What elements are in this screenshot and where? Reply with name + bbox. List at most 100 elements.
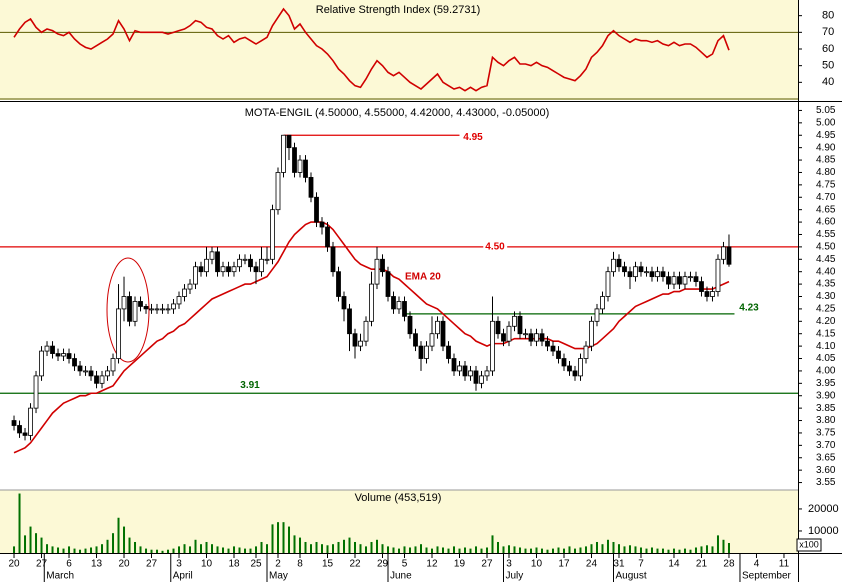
- volume-bar: [672, 548, 675, 553]
- x-tick-label: 20: [118, 559, 130, 570]
- volume-bar: [216, 546, 219, 553]
- volume-bar: [535, 547, 538, 553]
- candle-body: [550, 345, 556, 352]
- x-tick-label: 17: [558, 559, 570, 570]
- volume-bar: [79, 549, 82, 553]
- candle-body: [270, 209, 275, 260]
- y-tick-label: 60: [822, 43, 834, 55]
- candle-body: [336, 271, 341, 297]
- candle-body: [534, 333, 539, 342]
- volume-bar: [623, 546, 626, 553]
- volume-bar: [365, 546, 368, 553]
- volume-bar: [398, 548, 400, 553]
- candle-body: [264, 258, 270, 261]
- volume-bar: [332, 544, 335, 553]
- volume-bar: [546, 549, 549, 553]
- volume-bar: [205, 541, 208, 553]
- volume-bar: [562, 548, 565, 553]
- volume-bar: [700, 546, 703, 553]
- volume-bar: [348, 537, 351, 553]
- volume-bar: [117, 517, 120, 553]
- x-tick-label: 3: [176, 559, 182, 570]
- volume-bar: [436, 546, 439, 553]
- candle-body: [528, 333, 534, 342]
- candle-body: [583, 345, 589, 359]
- x-tick-label: 22: [349, 559, 361, 570]
- candle-body: [638, 266, 644, 273]
- candle-body: [633, 266, 638, 278]
- candle-body: [666, 276, 671, 285]
- volume-bar: [288, 526, 291, 553]
- candle-body: [341, 296, 347, 310]
- volume-bar: [134, 541, 137, 553]
- x-tick-label: 10: [531, 559, 543, 570]
- volume-bar: [18, 493, 21, 553]
- volume-bar: [463, 547, 466, 553]
- candle-body: [468, 370, 473, 377]
- volume-bar: [101, 544, 104, 553]
- candle-body: [55, 353, 61, 357]
- candle-body: [253, 266, 259, 273]
- candle-body: [193, 266, 198, 285]
- x-tick-label: 27: [146, 559, 158, 570]
- y-tick-label: 4.60: [816, 217, 836, 228]
- candle-body: [187, 283, 193, 290]
- month-label: September: [742, 571, 792, 582]
- candle-body: [33, 375, 39, 409]
- volume-bar: [573, 548, 576, 553]
- y-tick-label: 3.60: [816, 465, 836, 476]
- y-tick-label: 4.20: [816, 316, 836, 327]
- volume-bar: [46, 544, 49, 553]
- volume-bar: [645, 548, 648, 553]
- volume-bar: [68, 546, 71, 553]
- volume-bar: [326, 545, 329, 553]
- volume-bar: [183, 544, 186, 553]
- candle-body: [440, 320, 446, 347]
- candle-body: [589, 320, 594, 347]
- candle-body: [418, 345, 424, 359]
- candle-body: [275, 172, 281, 211]
- candle-body: [286, 134, 292, 149]
- x-tick-label: 15: [322, 559, 334, 570]
- candle-body: [231, 266, 237, 273]
- volume-bar: [606, 539, 609, 553]
- volume-bar: [678, 549, 681, 553]
- candle-body: [385, 271, 391, 297]
- volume-bar: [57, 547, 60, 553]
- candle-body: [721, 246, 726, 260]
- volume-bar: [90, 547, 93, 553]
- candle-body: [501, 333, 506, 342]
- volume-bar: [711, 546, 714, 553]
- volume-bar: [601, 544, 604, 553]
- volume-bar: [227, 548, 230, 553]
- volume-bar: [260, 541, 263, 553]
- candle-body: [39, 350, 44, 377]
- level-label: 4.95: [463, 132, 483, 143]
- candle-body: [77, 365, 83, 372]
- volume-bar: [430, 548, 433, 553]
- volume-bar: [447, 548, 450, 553]
- x-tick-label: 14: [668, 559, 680, 570]
- candle-body: [143, 306, 149, 310]
- volume-bar: [222, 547, 225, 553]
- candle-body: [303, 159, 308, 178]
- volume-bar: [551, 548, 554, 553]
- candle-body: [693, 276, 699, 283]
- candle-body: [704, 291, 710, 297]
- y-tick-label: 4.35: [816, 279, 836, 290]
- volume-bar: [51, 546, 54, 553]
- y-tick-label: 3.55: [816, 477, 836, 488]
- volume-bar: [161, 550, 164, 553]
- y-tick-label: 20000: [808, 503, 839, 515]
- ema-line: [13, 221, 730, 454]
- month-label: May: [269, 571, 288, 582]
- volume-bar: [150, 549, 153, 553]
- candle-body: [44, 345, 50, 352]
- x-tick-label: 31: [613, 559, 625, 570]
- candle-body: [50, 345, 55, 354]
- candle-body: [688, 276, 693, 279]
- candle-body: [363, 320, 369, 342]
- x-tick-label: 2: [275, 559, 281, 570]
- candle-body: [380, 258, 385, 273]
- volume-bar: [518, 547, 521, 553]
